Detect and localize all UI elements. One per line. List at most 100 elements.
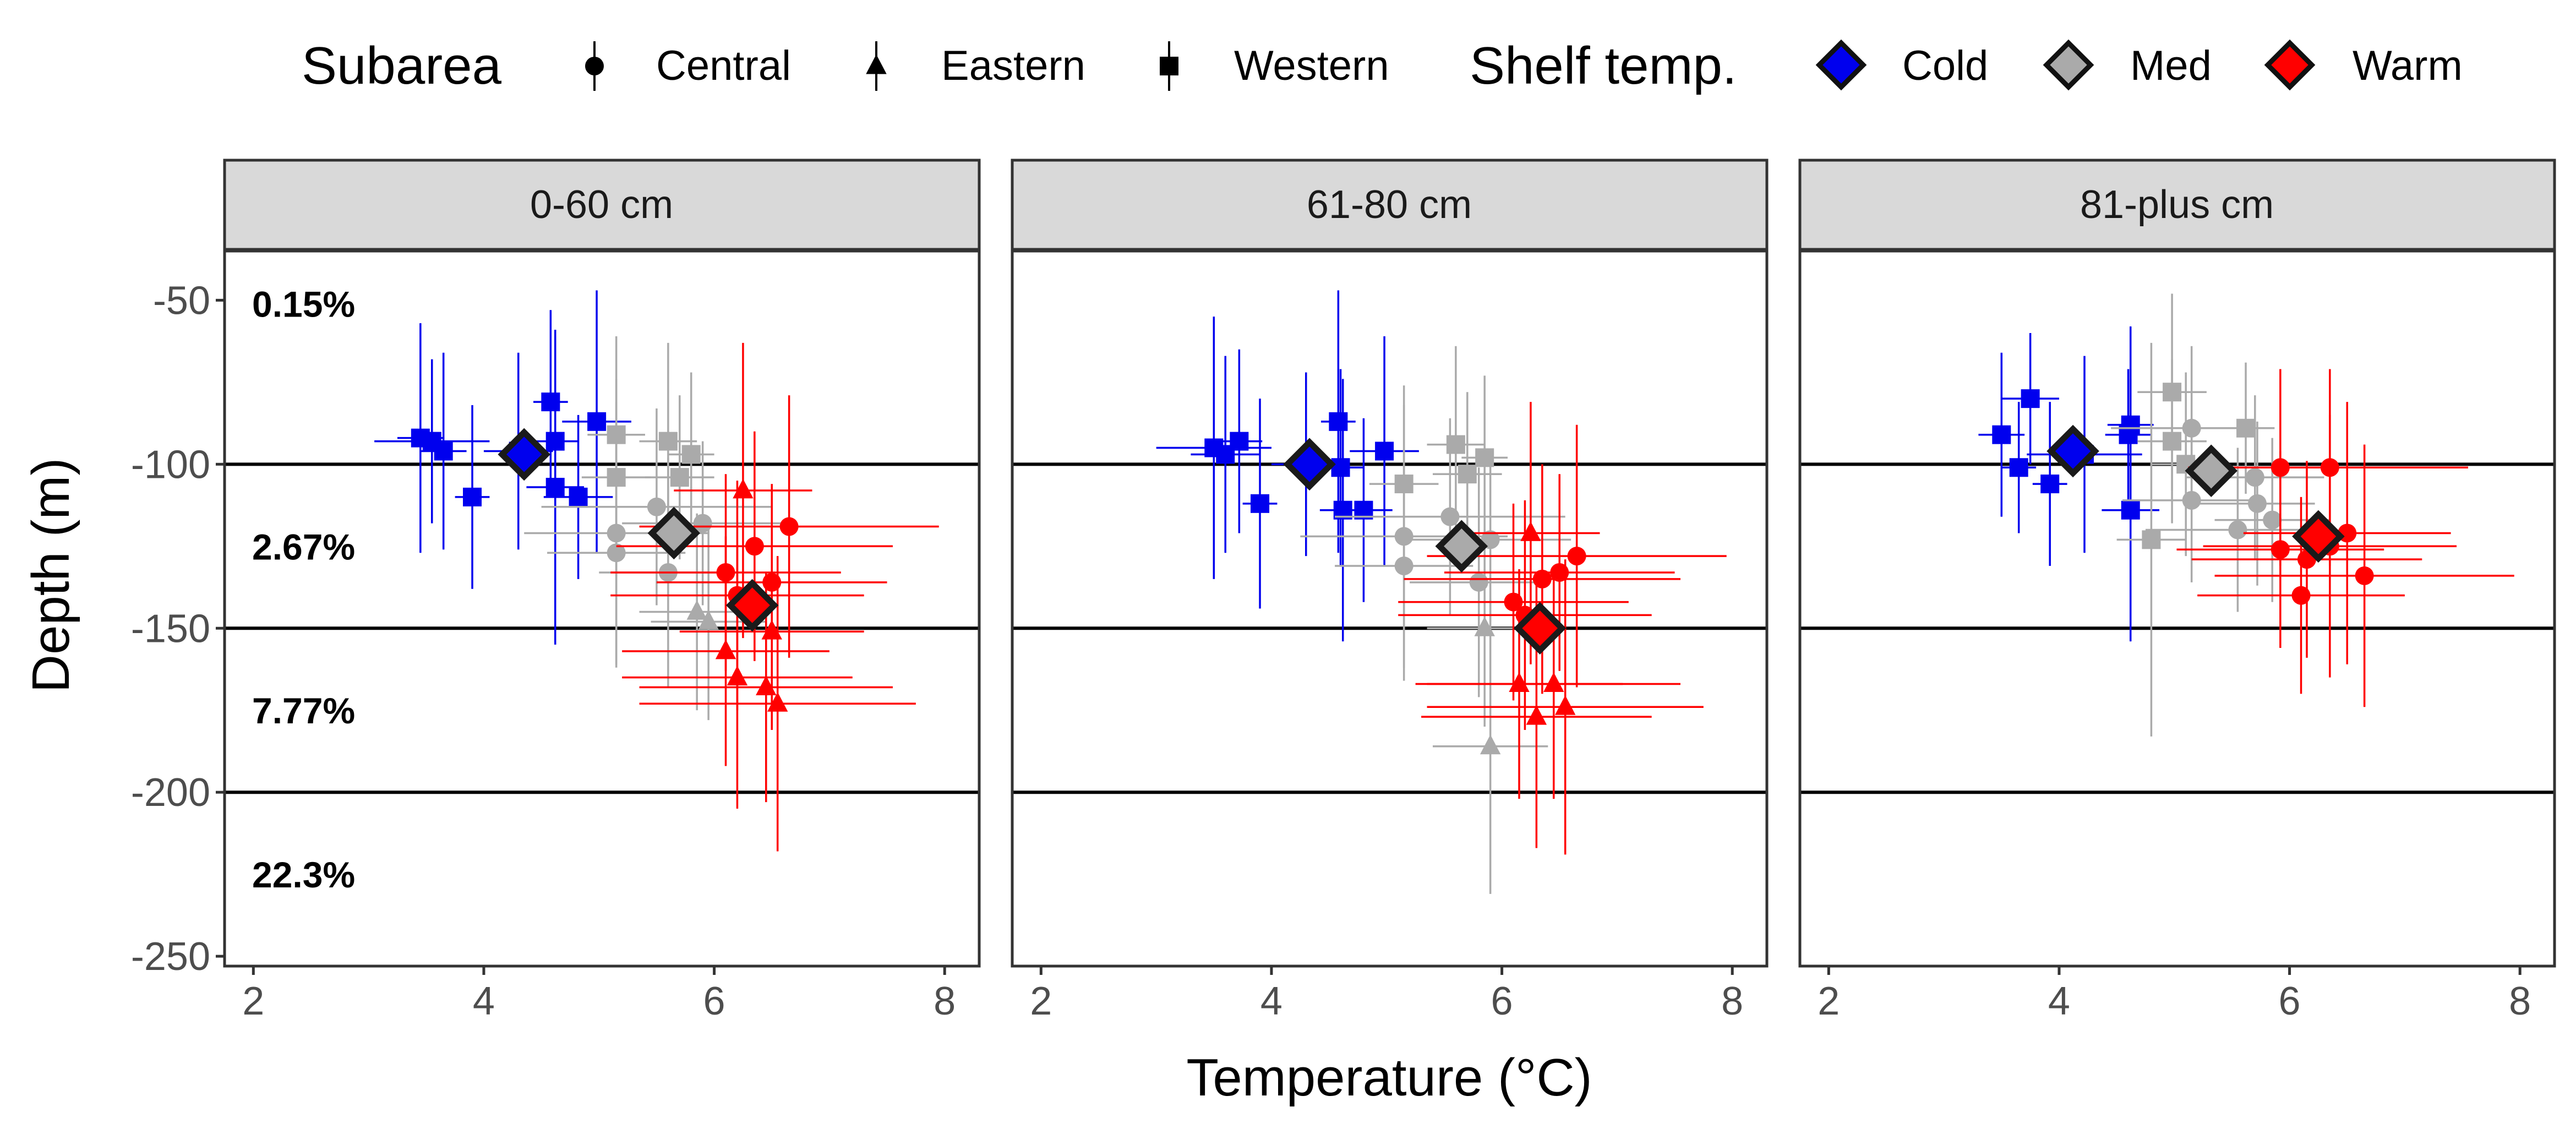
y-tick-label: -50 (153, 279, 210, 323)
panel-strip-label: 0-60 cm (530, 183, 673, 227)
point-marker (2182, 490, 2201, 510)
data-point-square (2001, 402, 2037, 533)
data-point-circle (1404, 464, 1681, 694)
point-marker (647, 497, 666, 516)
band-annotation: 7.77% (252, 690, 355, 731)
point-marker (2263, 510, 2282, 530)
point-marker (1555, 695, 1576, 715)
data-point-circle (2176, 451, 2384, 648)
panel-border (223, 249, 981, 968)
panel-strip (1011, 159, 1769, 251)
panel-strip (223, 159, 981, 251)
data-point-circle (2186, 395, 2324, 560)
x-tick-label: 2 (1818, 979, 1840, 1023)
point-marker (779, 517, 799, 536)
panel-background (1012, 251, 1767, 966)
legend-label-med: Med (2130, 42, 2212, 89)
point-marker (686, 600, 707, 620)
legend-label-cold: Cold (1902, 42, 1988, 89)
mean-diamond-cold (498, 428, 550, 481)
point-marker (698, 610, 719, 630)
point-marker (541, 392, 560, 412)
legend-label-warm: Warm (2353, 42, 2463, 89)
x-tick-label: 6 (2279, 979, 2301, 1023)
point-marker (545, 478, 565, 497)
panel-plot-area: 2 4 6 8 (1011, 249, 1769, 1023)
point-marker (727, 666, 748, 686)
point-marker (761, 619, 782, 640)
legend-label-central: Central (656, 42, 791, 89)
point-marker (1458, 465, 1477, 484)
point-marker (693, 514, 712, 533)
x-tick-label: 4 (473, 979, 495, 1023)
point-marker (1394, 557, 1413, 576)
mean-diamond-med (1435, 520, 1488, 573)
x-tick-label: 8 (934, 979, 956, 1023)
point-marker (1543, 672, 1564, 693)
point-marker (681, 445, 701, 464)
panel-border (1011, 249, 1769, 968)
legend-label-western: Western (1234, 42, 1389, 89)
data-point-square (543, 415, 613, 579)
data-point-circle (1398, 503, 1629, 701)
point-marker (463, 487, 482, 506)
legend-circle-icon (585, 57, 604, 75)
legend-item-cold: Cold (1815, 39, 1988, 91)
point-marker (569, 487, 588, 506)
point-marker (745, 537, 764, 556)
point-marker (587, 412, 607, 431)
point-marker (2142, 530, 2161, 549)
panel-strip-label: 81-plus cm (2080, 183, 2274, 227)
data-point-circle (1444, 474, 1675, 671)
point-marker (1526, 705, 1547, 725)
panel-strip-label: 61-80 cm (1307, 183, 1472, 227)
mean-diamond-warm (725, 579, 779, 632)
point-marker (1469, 572, 1488, 592)
point-marker (607, 543, 626, 563)
panel-61-80-cm: 61-80 cm 2 4 6 8 (1011, 159, 1769, 1023)
point-marker (2291, 586, 2311, 605)
point-marker (2245, 468, 2264, 487)
point-marker (1504, 592, 1523, 612)
legend-diamond-icon (2043, 39, 2094, 91)
data-point-circle (2214, 444, 2514, 707)
data-point-square (526, 330, 585, 645)
point-marker (2271, 540, 2290, 559)
data-point-square (420, 352, 467, 550)
data-point-square (1978, 352, 2025, 517)
legend-item-central: Central (585, 41, 791, 91)
mean-diamond-warm (2292, 510, 2345, 563)
point-marker (1251, 494, 1270, 513)
data-point-circle (547, 438, 686, 668)
legend-square-icon (1160, 57, 1178, 75)
y-tick-label: -200 (131, 771, 210, 815)
data-point-square (1216, 349, 1263, 533)
legend-triangle-icon (866, 54, 887, 74)
data-point-triangle (1427, 559, 1704, 855)
legend-item-warm: Warm (2264, 39, 2463, 91)
data-point-triangle (1427, 569, 1681, 799)
point-marker (2247, 494, 2267, 513)
point-marker (434, 441, 453, 461)
point-marker (715, 639, 736, 659)
point-marker (1375, 441, 1394, 461)
mean-diamond-warm (1513, 602, 1567, 655)
band-annotation: 0.15% (252, 283, 355, 324)
data-point-circle (622, 441, 784, 606)
point-marker (1329, 412, 1348, 431)
data-point-square (397, 323, 444, 553)
panel-border (1798, 249, 2556, 968)
data-point-triangle (622, 546, 853, 809)
data-point-square (668, 372, 714, 537)
point-marker (2121, 500, 2140, 520)
mean-diamond-med (2185, 444, 2238, 498)
point-marker (2228, 520, 2247, 539)
panel-strip (1798, 159, 2556, 251)
data-point-square (1191, 356, 1260, 553)
data-point-square (2137, 359, 2207, 524)
data-point-square (1350, 336, 1419, 566)
point-marker (1230, 432, 1249, 451)
point-marker (1509, 672, 1530, 693)
y-tick-label: -250 (131, 935, 210, 979)
legend: Subarea Central Eastern Western Shelf te… (302, 36, 2463, 95)
